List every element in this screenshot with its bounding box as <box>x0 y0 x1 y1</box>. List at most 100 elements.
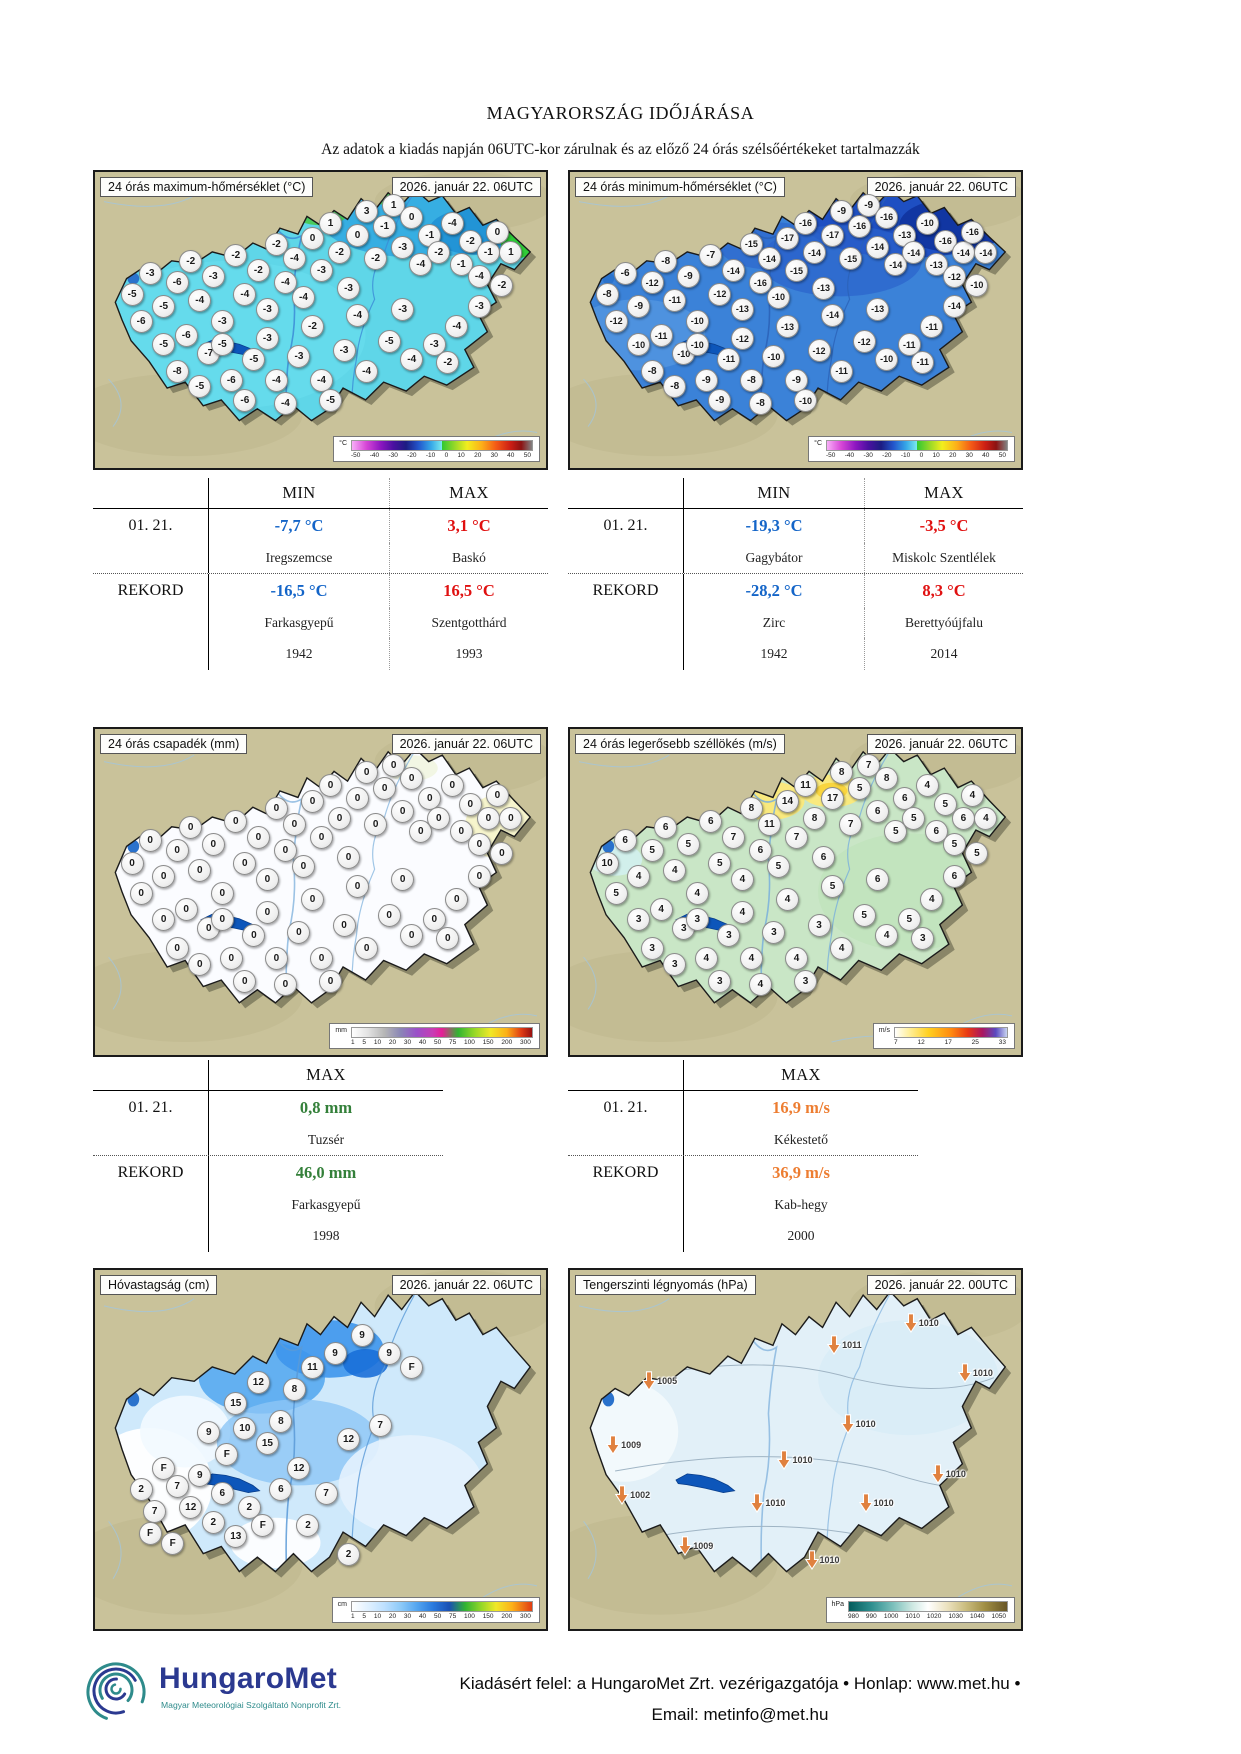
column-header: MAX <box>781 1065 821 1084</box>
column-header: MIN <box>684 478 865 508</box>
station-value-marker: 2 <box>337 1543 361 1567</box>
station-value-marker: 4 <box>875 923 899 947</box>
station-value-marker: -13 <box>775 315 799 339</box>
station-value-marker: 0 <box>373 777 397 801</box>
station-value-marker: -11 <box>911 350 935 374</box>
station-value-marker: 6 <box>699 809 723 833</box>
station-value-marker: -10 <box>794 389 818 413</box>
station-value-marker: -8 <box>748 392 772 416</box>
table-cell <box>93 543 209 573</box>
falling-pressure-arrow-icon <box>840 1413 855 1434</box>
station-value-marker: -8 <box>595 282 619 306</box>
station-value-marker: -9 <box>627 294 651 318</box>
record-value: 8,3 °C <box>922 581 966 600</box>
row-label-rekord: REKORD <box>568 1156 684 1190</box>
station-value-marker: -8 <box>640 359 664 383</box>
station-value-marker: 6 <box>210 1482 234 1506</box>
station-value-marker: 0 <box>355 760 379 784</box>
station-value-marker: 0 <box>291 855 315 879</box>
column-header: MIN <box>209 478 390 508</box>
row-label-date: 01. 21. <box>93 509 209 543</box>
record-place: Szentgotthárd <box>431 615 507 630</box>
station-value-marker: -10 <box>685 309 709 333</box>
logo-swirl-icon <box>86 1662 146 1722</box>
falling-pressure-arrow-icon <box>750 1492 765 1513</box>
station-value-marker: -10 <box>685 333 709 357</box>
station-value-marker: 0 <box>152 865 176 889</box>
pressure-tendency-marker: 1010 <box>858 1492 894 1513</box>
station-value-marker: 5 <box>902 806 926 830</box>
station-value-marker: -5 <box>152 294 176 318</box>
map-timestamp: 2026. január 22. 06UTC <box>866 734 1016 754</box>
station-value-marker: 5 <box>884 819 908 843</box>
table-cell <box>93 1190 209 1220</box>
station-value-marker: -9 <box>830 199 854 223</box>
pressure-tendency-marker: 1005 <box>642 1370 677 1391</box>
record-value: 36,9 m/s <box>772 1163 830 1182</box>
station-value-marker: -14 <box>866 235 890 259</box>
station-value-marker: -10 <box>915 211 939 235</box>
station-value-marker: -15 <box>785 259 808 283</box>
map-panel-pressure: Tengerszinti légnyomás (hPa) 2026. január… <box>568 1268 1023 1631</box>
station-value-marker: -4 <box>273 392 297 416</box>
station-value-marker: -14 <box>951 241 975 265</box>
station-value-marker: 0 <box>224 809 248 833</box>
pressure-tendency-marker: 1002 <box>615 1485 650 1506</box>
station-value-marker: 11 <box>757 813 781 837</box>
station-value-marker: -2 <box>328 241 352 265</box>
station-value-marker: -9 <box>857 194 881 218</box>
station-value-marker: 0 <box>129 881 153 905</box>
station-value-marker: 0 <box>282 813 306 837</box>
station-value-marker: -13 <box>812 276 836 300</box>
station-value-marker: -6 <box>233 389 257 413</box>
legend-ticks: 1 5 10 20 30 40 50 75 100 150 200 300 <box>351 1613 531 1620</box>
station-value-marker: 2 <box>296 1514 320 1538</box>
station-value-marker: 6 <box>812 845 836 869</box>
station-value-marker: 0 <box>246 826 270 850</box>
station-value-marker: -3 <box>255 327 279 351</box>
station-value-marker: 0 <box>458 793 482 817</box>
table-cell <box>568 1190 684 1220</box>
station-value-marker: 0 <box>310 826 333 850</box>
station-value-marker: -16 <box>748 271 772 295</box>
station-value-marker: 4 <box>730 868 754 892</box>
station-value-marker: 0 <box>382 754 406 778</box>
station-value-marker: -10 <box>766 285 790 309</box>
station-value-marker: -2 <box>246 259 270 283</box>
station-value-marker: 0 <box>355 936 379 960</box>
station-value-marker: -5 <box>319 389 343 413</box>
station-value-marker: -3 <box>467 294 491 318</box>
extremes-table-2: MAX 01. 21. 0,8 mm Tuzsér REKORD 46,0 mm Farka… <box>93 1060 443 1252</box>
station-value-marker: -11 <box>663 288 687 312</box>
table-cell <box>568 608 684 638</box>
table-corner-cell <box>568 478 684 508</box>
station-value-marker: -6 <box>219 368 243 392</box>
pressure-tendency-marker: 1010 <box>804 1550 840 1571</box>
hungary-map-graphic <box>570 1270 1021 1629</box>
station-value-marker: -12 <box>852 330 876 354</box>
station-value-marker: 4 <box>830 936 854 960</box>
station-value-marker: 0 <box>346 223 370 247</box>
record-place: Zirc <box>684 608 865 638</box>
station-value-marker: -12 <box>730 327 754 351</box>
station-value-marker: -5 <box>152 333 176 357</box>
station-value-marker: 4 <box>915 773 939 797</box>
station-value-marker: 0 <box>409 819 433 843</box>
legend-gradient-strip <box>826 440 1008 451</box>
station-value-marker: -3 <box>210 309 234 333</box>
station-value-marker: 3 <box>355 199 379 223</box>
station-value-marker: 4 <box>775 888 799 912</box>
station-value-marker: -5 <box>120 282 144 306</box>
station-value-marker: 6 <box>942 865 966 889</box>
station-value-marker: 7 <box>839 813 863 837</box>
map-timestamp: 2026. január 22. 06UTC <box>866 177 1016 197</box>
legend-gradient-strip <box>351 440 533 451</box>
record-value: 16,5 °C <box>443 581 495 600</box>
station-value-marker: F <box>138 1521 162 1545</box>
station-value-marker: -2 <box>436 350 460 374</box>
station-value-marker: 0 <box>255 868 279 892</box>
station-value-marker: 1 <box>499 241 523 265</box>
falling-pressure-arrow-icon <box>903 1313 918 1334</box>
station-value-marker: -4 <box>310 368 333 392</box>
falling-pressure-arrow-icon <box>642 1370 657 1391</box>
